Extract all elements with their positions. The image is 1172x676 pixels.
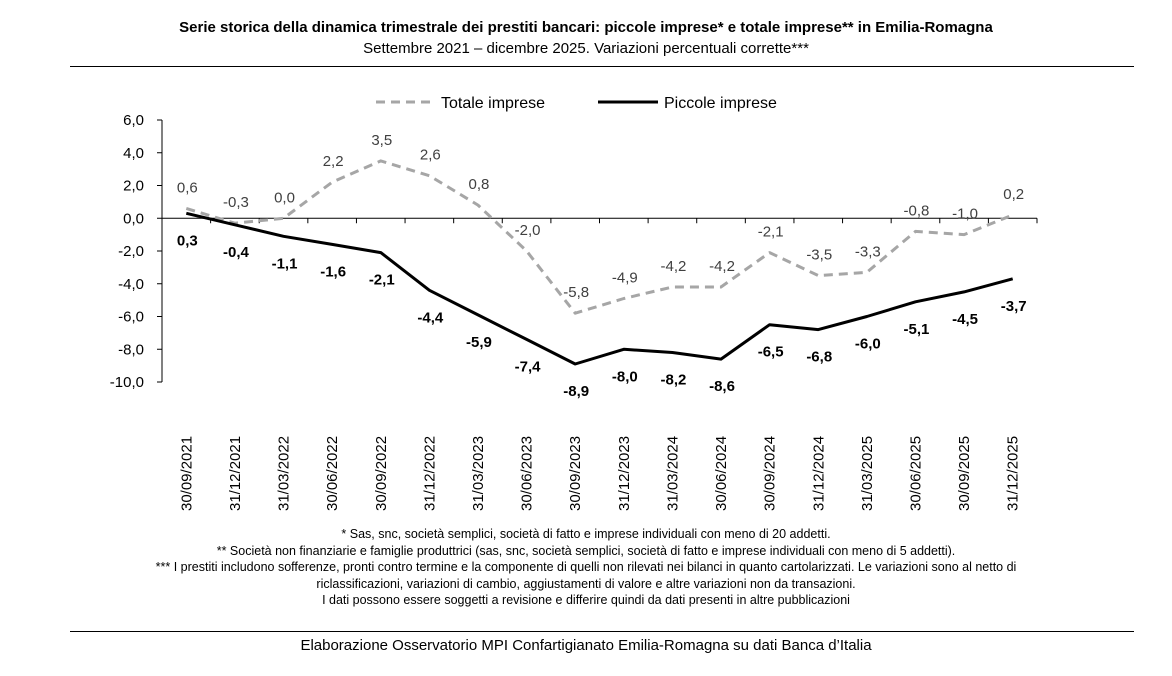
x-tick-label: 30/06/2023 (519, 436, 536, 511)
y-tick-label: -4,0 (118, 276, 144, 293)
data-label-totale: -5,8 (563, 284, 589, 301)
chart-title: Serie storica della dinamica trimestrale… (179, 19, 993, 36)
data-label-totale: -1,0 (952, 206, 978, 223)
source-note: Elaborazione Osservatorio MPI Confartigi… (300, 637, 872, 654)
x-tick-label: 30/09/2024 (762, 436, 779, 511)
chart-subtitle: Settembre 2021 – dicembre 2025. Variazio… (363, 40, 809, 57)
y-tick-label: -6,0 (118, 309, 144, 326)
footnote-2: ** Società non finanziarie e famiglie pr… (216, 543, 956, 558)
data-label-piccole: -0,4 (223, 244, 250, 261)
x-tick-label: 30/06/2024 (713, 436, 730, 511)
data-label-piccole: -4,5 (952, 311, 978, 328)
data-label-piccole: -8,6 (709, 378, 735, 395)
footnote-3-cont: riclassificazioni, variazioni di cambio,… (316, 576, 856, 591)
data-label-totale: -4,2 (660, 258, 686, 275)
footnote-1: * Sas, snc, società semplici, società di… (341, 527, 831, 541)
bottom-divider (70, 631, 1134, 632)
data-label-totale: 3,5 (371, 132, 392, 149)
data-label-totale: 0,8 (469, 176, 490, 193)
footnotes: * Sas, snc, società semplici, società di… (0, 526, 1172, 609)
x-tick-label: 30/09/2022 (373, 436, 390, 511)
x-tick-label: 31/03/2022 (276, 436, 293, 511)
data-label-totale: 2,6 (420, 147, 441, 164)
data-label-totale: -3,5 (806, 247, 832, 264)
data-label-piccole: -1,1 (272, 255, 298, 272)
data-label-piccole: -8,2 (660, 372, 686, 389)
y-tick-label: 2,0 (123, 178, 144, 195)
data-label-piccole: -7,4 (515, 358, 542, 375)
footnote-3: *** I prestiti includono sofferenze, pro… (155, 560, 1017, 574)
series-line-totale-imprese (185, 159, 1014, 315)
data-label-piccole: -6,8 (806, 349, 832, 366)
data-label-piccole: -8,0 (612, 368, 638, 385)
y-tick-label: -8,0 (118, 341, 144, 358)
data-label-piccole: 0,3 (177, 232, 198, 249)
data-label-totale: -2,1 (758, 224, 784, 241)
data-label-totale: 2,2 (323, 153, 344, 170)
data-label-piccole: -8,9 (563, 383, 589, 400)
data-label-piccole: -6,0 (855, 336, 881, 353)
data-label-piccole: -1,6 (320, 263, 346, 280)
x-tick-label: 31/12/2021 (227, 436, 244, 511)
y-tick-label: -10,0 (110, 374, 144, 391)
data-label-piccole: -6,5 (758, 344, 784, 361)
legend-label-totale-imprese: Totale imprese (441, 95, 545, 112)
x-tick-label: 30/06/2022 (324, 436, 341, 511)
data-label-totale: -4,2 (709, 258, 735, 275)
x-tick-label: 31/12/2025 (1005, 436, 1022, 511)
x-tick-label: 30/06/2025 (907, 436, 924, 511)
series-line-piccole-imprese (185, 211, 1014, 366)
data-label-piccole: -5,9 (466, 334, 492, 351)
data-label-totale: 0,6 (177, 179, 198, 196)
data-label-totale: 0,0 (274, 189, 295, 206)
data-label-totale: -0,3 (223, 194, 249, 211)
x-tick-label: 30/09/2023 (567, 436, 584, 511)
top-divider (70, 66, 1134, 67)
x-tick-label: 31/12/2024 (810, 436, 827, 511)
x-tick-label: 30/09/2021 (178, 436, 195, 511)
y-tick-label: -2,0 (118, 243, 144, 260)
x-tick-label: 31/12/2022 (421, 436, 438, 511)
legend-label-piccole-imprese: Piccole imprese (664, 95, 777, 112)
data-label-totale: -2,0 (515, 222, 541, 239)
x-tick-label: 31/03/2024 (664, 436, 681, 511)
data-label-totale: -4,9 (612, 269, 638, 286)
x-tick-label: 31/12/2023 (616, 436, 633, 511)
data-label-totale: -3,3 (855, 243, 881, 260)
data-label-piccole: -5,1 (904, 321, 930, 338)
data-label-piccole: -4,4 (417, 309, 444, 326)
footnote-4: I dati possono essere soggetti a revisio… (322, 593, 850, 607)
x-tick-label: 30/09/2025 (956, 436, 973, 511)
y-tick-label: 6,0 (123, 112, 144, 129)
data-label-piccole: -3,7 (1001, 298, 1027, 315)
line-chart: -10,0 -8,0 -6,0 -4,0 -2,0 0,0 2,0 4,0 6,0 30/09/2… (110, 95, 1038, 511)
y-tick-label: 0,0 (123, 210, 144, 227)
x-tick-label: 31/03/2023 (470, 436, 487, 511)
data-label-piccole: -2,1 (369, 272, 395, 289)
data-label-totale: 0,2 (1003, 186, 1024, 203)
x-tick-label: 31/03/2025 (859, 436, 876, 511)
y-tick-label: 4,0 (123, 145, 144, 162)
data-label-totale: -0,8 (904, 202, 930, 219)
